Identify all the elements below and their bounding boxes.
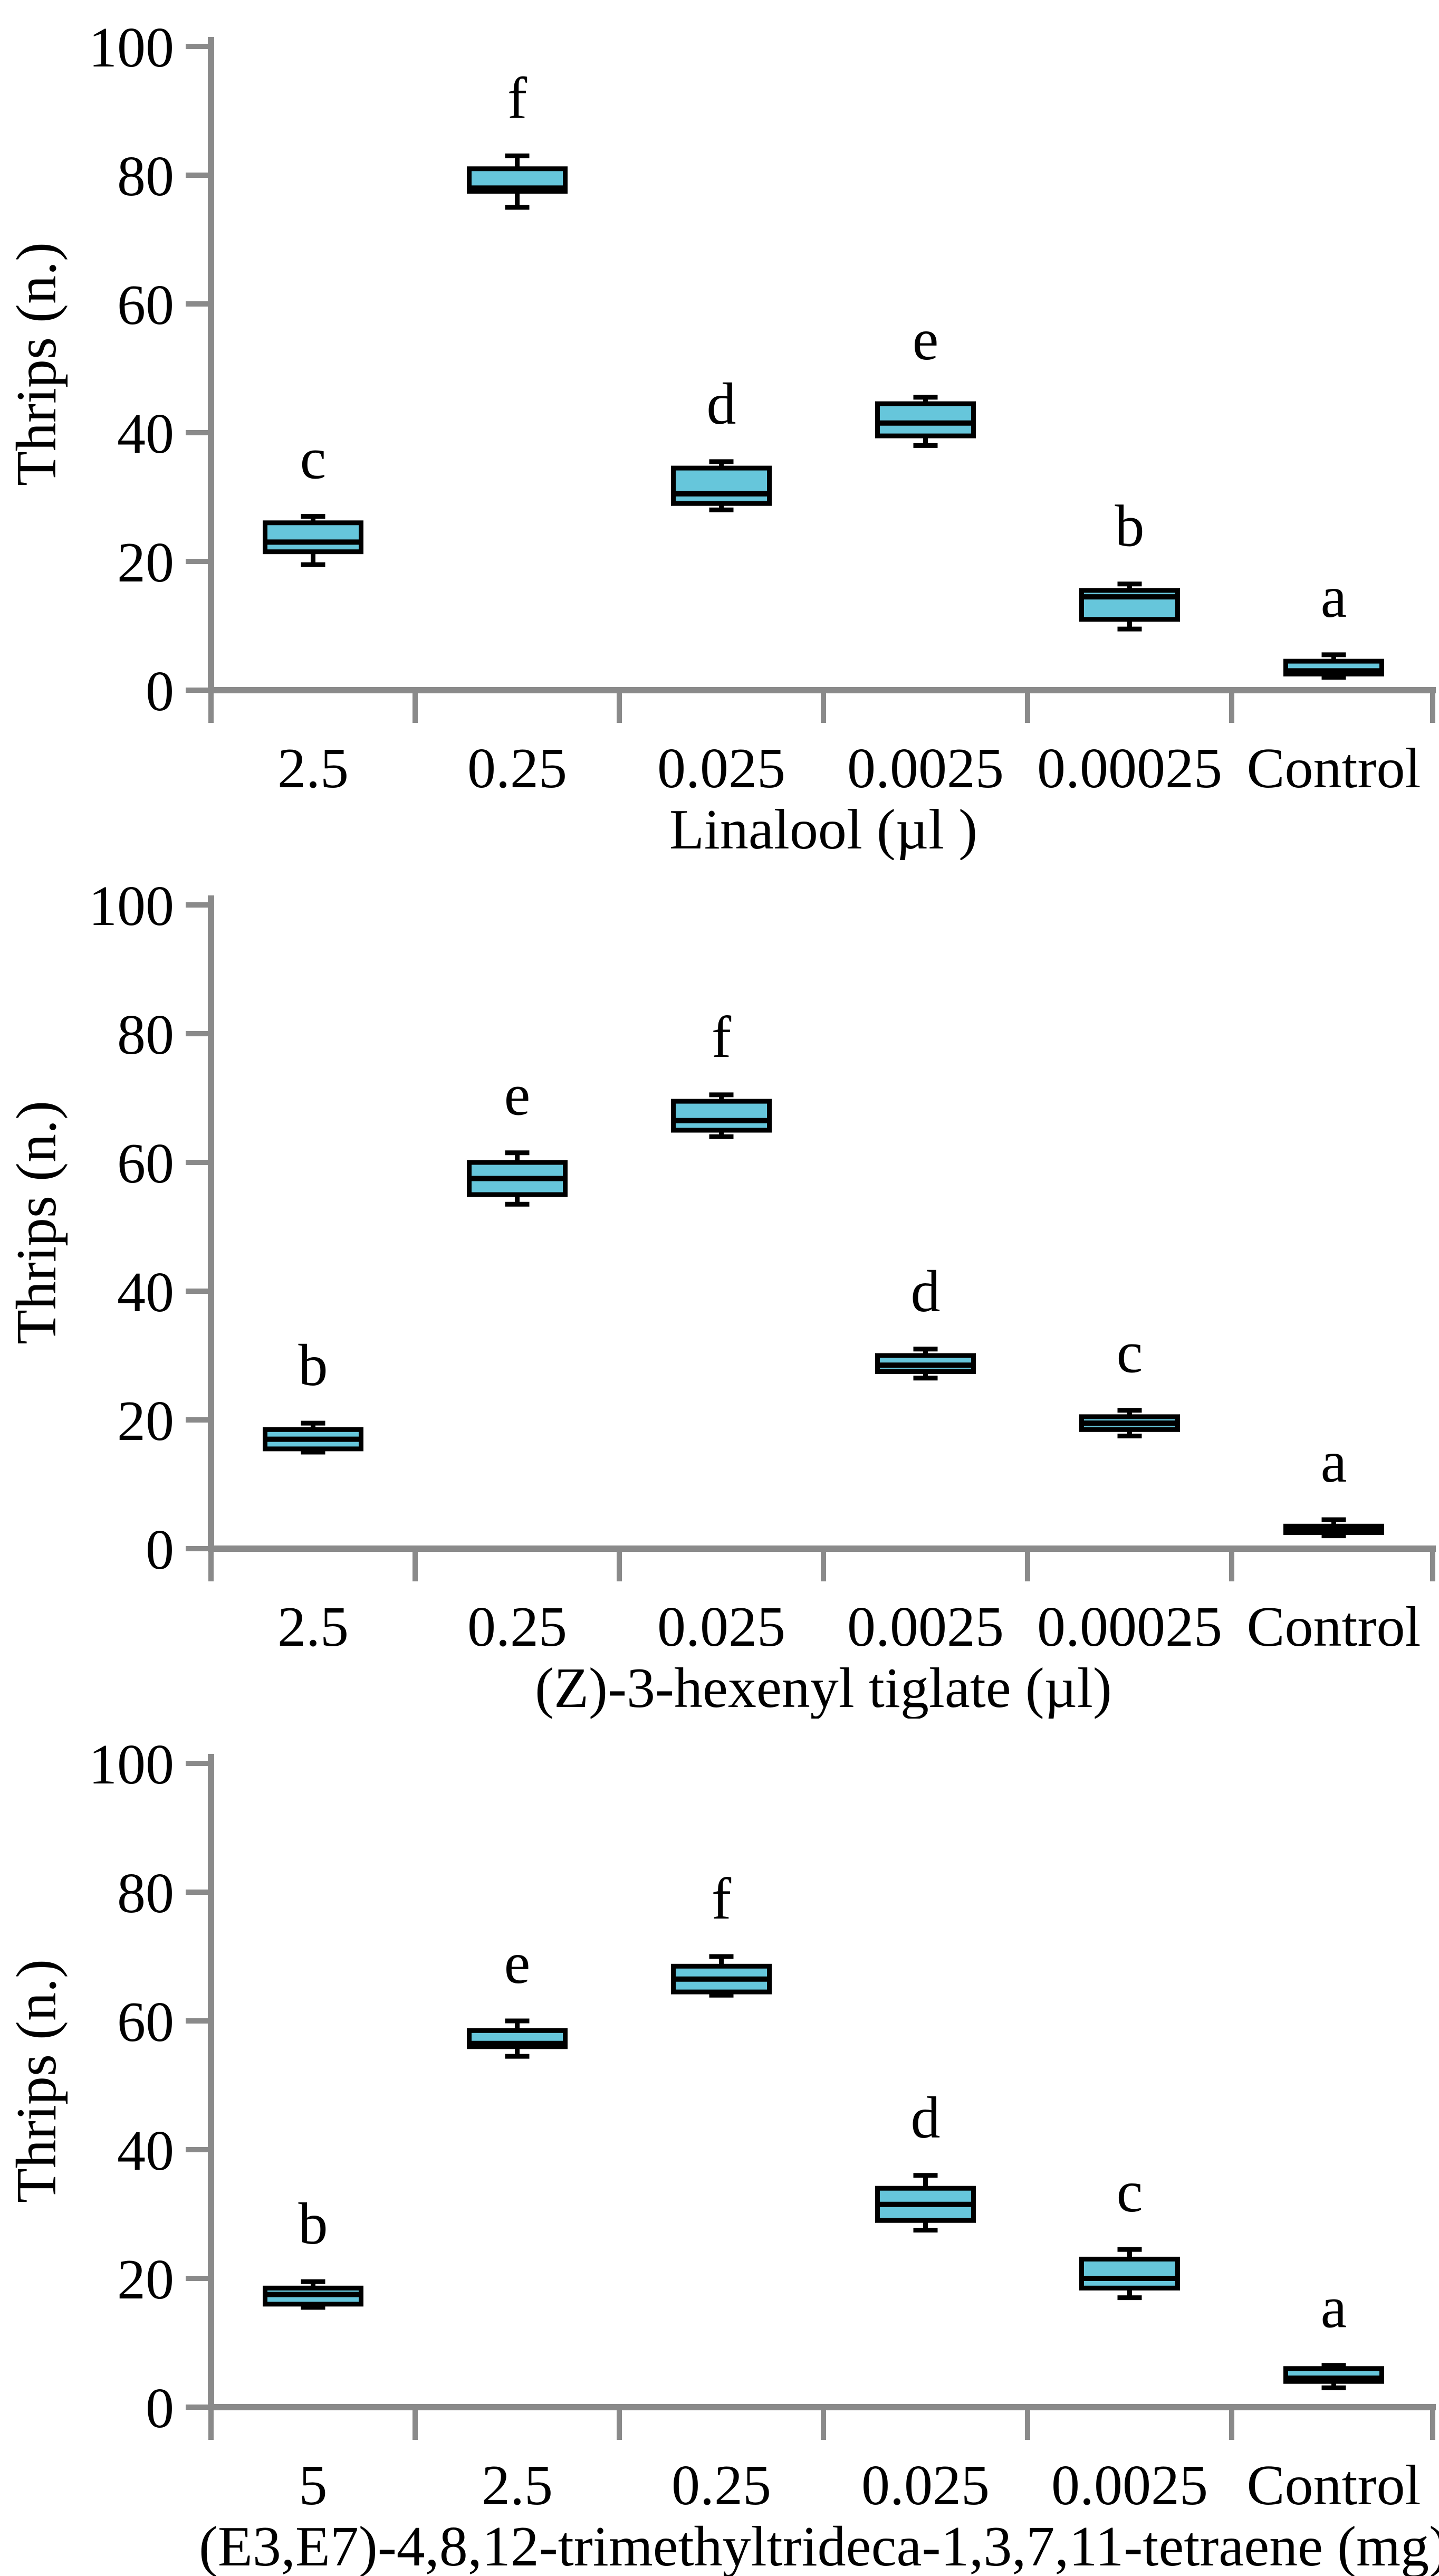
box-iqr — [671, 465, 772, 506]
x-category-label: 0.25 — [671, 2454, 771, 2517]
chart-svg: 0 20 40 60 80 100 Thrips (n.) (E3,E7)-4,8,12-tr… — [5, 1733, 1439, 2576]
box-plot-0.025 — [875, 2173, 976, 2232]
box-plot-0.25 — [467, 153, 568, 210]
significance-letter: c — [1117, 2159, 1143, 2225]
y-tick-label: 20 — [117, 531, 174, 594]
box-iqr — [263, 520, 363, 555]
boxplot-chart-linalool: 0 20 40 60 80 100 Thrips (n.) Linalool (µl ) 2.5… — [0, 0, 1439, 860]
y-tick-label: 80 — [117, 1862, 174, 1925]
box-iqr — [875, 401, 976, 438]
x-category-label: Control — [1246, 737, 1421, 800]
boxplot-chart-tetraene: 0 20 40 60 80 100 Thrips (n.) (E3,E7)-4,8,12-tr… — [0, 1717, 1439, 2576]
box-plot-Control — [1283, 2363, 1384, 2390]
x-category-label: 0.0025 — [1051, 2454, 1208, 2517]
y-axis-title: Thrips (n.) — [5, 1959, 68, 2203]
significance-letter: b — [299, 2191, 328, 2257]
y-tick-label: 60 — [117, 1132, 174, 1195]
y-axis-title: Thrips (n.) — [5, 242, 68, 486]
x-category-label: 0.25 — [467, 737, 567, 800]
x-category-label: 0.00025 — [1037, 1596, 1222, 1658]
x-category-label: Control — [1246, 1596, 1421, 1658]
chart-svg: 0 20 40 60 80 100 Thrips (n.) Linalool (µl ) 2.5… — [5, 16, 1436, 860]
box-plot-0.0025 — [875, 1347, 976, 1381]
significance-letter: a — [1321, 2275, 1347, 2341]
x-category-label: Control — [1246, 2454, 1421, 2517]
y-tick-label: 100 — [89, 1733, 174, 1796]
box-plot-2.5 — [263, 514, 363, 567]
significance-letter: a — [1321, 565, 1347, 630]
significance-letter: c — [300, 426, 327, 492]
significance-letter: f — [712, 1005, 732, 1070]
y-tick-label: 0 — [146, 660, 174, 723]
box-plot-2.5 — [263, 1420, 363, 1455]
y-tick-label: 60 — [117, 1991, 174, 2054]
y-tick-label: 0 — [146, 1519, 174, 1581]
x-axis-title: (E3,E7)-4,8,12-trimethyltrideca-1,3,7,11… — [199, 2515, 1439, 2576]
x-category-label: 2.5 — [482, 2454, 553, 2517]
y-tick-label: 60 — [117, 274, 174, 337]
significance-letter: d — [911, 1259, 941, 1324]
boxplot-chart-hexenyl-tiglate: 0 20 40 60 80 100 Thrips (n.) (Z)-3-hexenyl tig… — [0, 858, 1439, 1719]
x-axis-title: Linalool (µl ) — [669, 798, 977, 860]
significance-letter: e — [504, 1931, 531, 1996]
significance-letter: d — [911, 2085, 941, 2151]
x-category-label: 2.5 — [277, 737, 349, 800]
y-tick-label: 40 — [117, 403, 174, 465]
x-category-label: 0.025 — [657, 1596, 785, 1658]
significance-letter: c — [1117, 1320, 1143, 1386]
significance-letter: b — [299, 1333, 328, 1398]
significance-letter: d — [707, 371, 736, 437]
x-category-label: 0.25 — [467, 1596, 567, 1658]
x-category-label: 2.5 — [277, 1596, 349, 1658]
box-plot-Control — [1283, 652, 1384, 680]
box-plot-0.00025 — [1079, 581, 1180, 632]
y-tick-label: 0 — [146, 2377, 174, 2440]
box-iqr — [671, 1099, 772, 1133]
y-tick-label: 40 — [117, 2120, 174, 2182]
x-category-label: 5 — [299, 2454, 328, 2517]
box-plot-2.5 — [467, 2018, 568, 2059]
box-plot-0.25 — [671, 1954, 772, 1998]
y-tick-label: 20 — [117, 2248, 174, 2311]
y-tick-label: 80 — [117, 1004, 174, 1066]
significance-letter: a — [1321, 1429, 1347, 1495]
x-axis-title: (Z)-3-hexenyl tiglate (µl) — [535, 1657, 1112, 1719]
box-iqr — [1079, 2256, 1180, 2291]
x-category-label: 0.025 — [657, 737, 785, 800]
box-plot-Control — [1283, 1517, 1384, 1539]
x-category-label: 0.0025 — [847, 737, 1004, 800]
y-tick-label: 80 — [117, 145, 174, 208]
y-tick-label: 100 — [89, 16, 174, 79]
box-plot-0.0025 — [875, 395, 976, 448]
box-plot-0.025 — [671, 1092, 772, 1139]
x-category-label: 0.0025 — [847, 1596, 1004, 1658]
significance-letter: b — [1115, 494, 1145, 559]
significance-letter: f — [712, 1866, 732, 1932]
y-tick-label: 40 — [117, 1261, 174, 1324]
box-plot-0.00025 — [1079, 1408, 1180, 1438]
significance-letter: e — [504, 1063, 531, 1128]
box-plot-0.025 — [671, 459, 772, 512]
box-plot-0.25 — [467, 1150, 568, 1207]
y-axis-title: Thrips (n.) — [5, 1101, 68, 1344]
x-category-label: 0.025 — [861, 2454, 990, 2517]
box-plot-0.0025 — [1079, 2247, 1180, 2301]
y-tick-label: 100 — [89, 875, 174, 938]
significance-letter: e — [913, 307, 939, 373]
significance-letter: f — [507, 65, 527, 131]
y-tick-label: 20 — [117, 1390, 174, 1453]
chart-svg: 0 20 40 60 80 100 Thrips (n.) (Z)-3-hexenyl tig… — [5, 875, 1436, 1719]
box-plot-5 — [263, 2279, 363, 2310]
x-category-label: 0.00025 — [1037, 737, 1222, 800]
